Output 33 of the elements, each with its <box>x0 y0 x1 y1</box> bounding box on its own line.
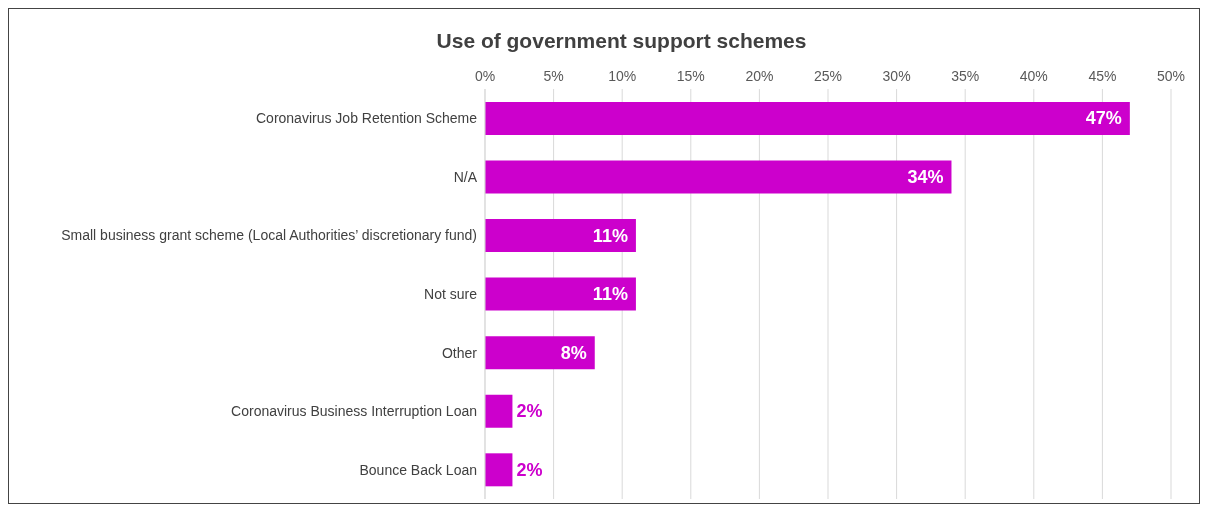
bar <box>485 336 595 370</box>
x-tick-label: 0% <box>474 68 496 84</box>
bar <box>485 219 636 253</box>
chart-title: Use of government support schemes <box>435 29 808 53</box>
x-tick-label: 30% <box>882 68 911 84</box>
data-label: 8% <box>560 342 587 363</box>
x-tick-label: 35% <box>951 68 980 84</box>
x-tick-label: 10% <box>608 68 637 84</box>
x-tick-label: 45% <box>1088 68 1117 84</box>
y-tick-label: N/A <box>453 168 478 185</box>
data-label: 2% <box>516 401 543 422</box>
y-tick-label: Coronavirus Business Interruption Loan <box>231 403 477 420</box>
data-label: 47% <box>1085 108 1122 129</box>
data-label: 11% <box>592 284 628 305</box>
bar <box>485 277 636 311</box>
bar <box>485 160 952 194</box>
x-tick-label: 50% <box>1156 68 1186 84</box>
data-label: 11% <box>592 225 628 246</box>
y-tick-label: Coronavirus Job Retention Scheme <box>255 110 478 127</box>
y-tick-label: Small business grant scheme (Local Authorities’ discretionary fund) <box>61 227 477 244</box>
x-tick-label: 15% <box>676 68 705 84</box>
bar <box>485 453 513 487</box>
y-tick-label: Bounce Back Loan <box>359 461 477 478</box>
x-tick-label: 5% <box>543 68 564 84</box>
x-tick-label: 25% <box>813 68 843 84</box>
x-tick-label: 20% <box>745 68 774 84</box>
y-tick-label: Not sure <box>424 285 478 302</box>
bar <box>485 101 1130 135</box>
y-tick-label: Other <box>441 344 478 361</box>
data-label: 34% <box>907 166 944 187</box>
bar <box>485 394 513 428</box>
x-tick-label: 40% <box>1019 68 1048 84</box>
data-label: 2% <box>516 459 543 480</box>
